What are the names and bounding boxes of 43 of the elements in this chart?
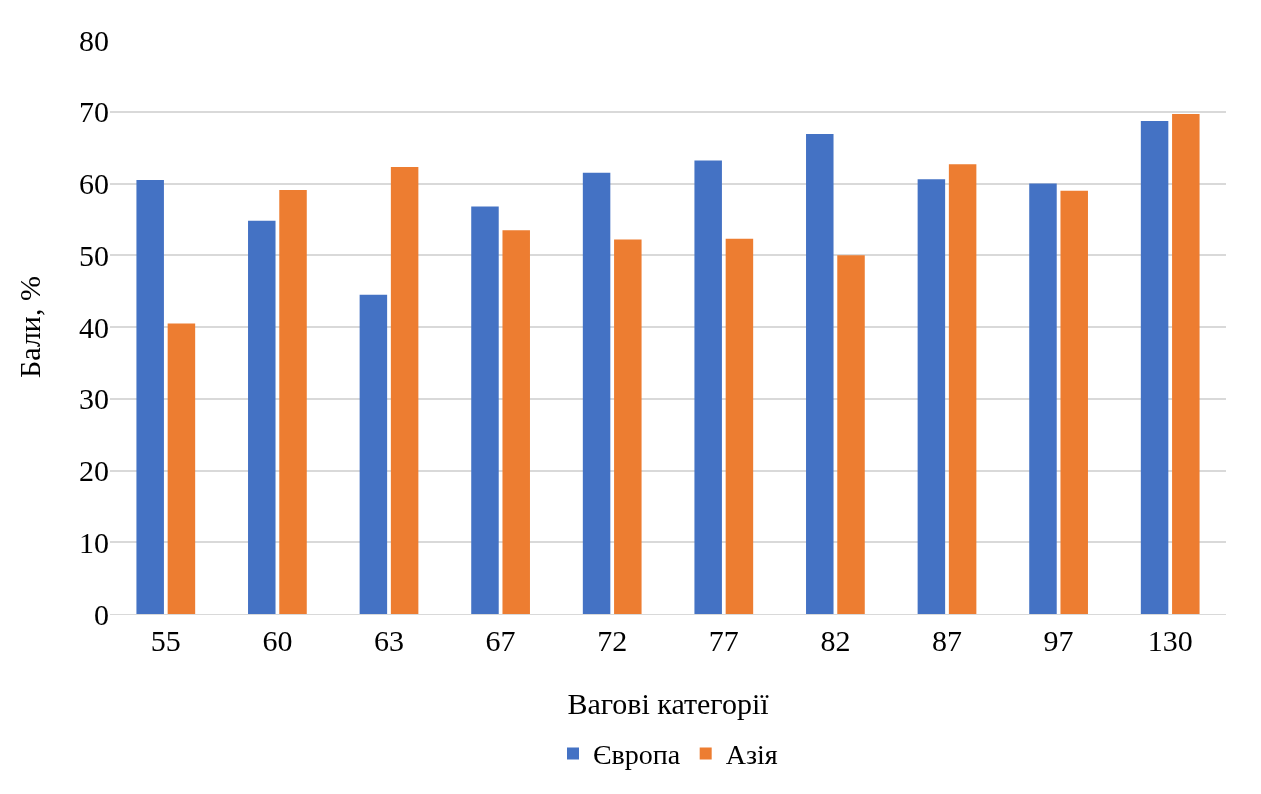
y-tick-label: 20 [79,454,109,487]
bar [917,179,946,614]
x-axis-title: Вагові категорії [567,687,770,720]
bar [279,189,307,614]
x-tick-label: 97 [1043,624,1074,657]
x-tick-label: 77 [708,624,739,657]
x-tick-label: 82 [820,624,851,657]
bar [471,206,499,614]
bar [1060,190,1088,614]
x-tick-label: 87 [932,624,962,657]
y-tick-label: 80 [79,23,109,57]
bar [136,179,164,614]
bar [390,167,419,614]
bar [248,220,276,614]
bar [806,133,834,614]
x-tick-label: 67 [485,624,516,657]
bar [694,160,722,614]
bar [502,230,530,614]
bar [167,323,196,614]
bar [837,255,865,614]
bar [614,239,642,614]
legend-label: Азія [725,739,778,771]
bar [725,238,754,614]
x-tick-label: 63 [374,624,404,657]
x-tick-label: 72 [597,624,628,657]
y-tick-label: 0 [94,597,109,631]
x-tick-label: 55 [150,624,181,657]
y-tick-label: 40 [79,310,109,344]
y-tick-label: 70 [79,95,109,129]
bar [359,294,388,614]
bar [1140,121,1169,614]
x-tick-label: 60 [262,624,293,657]
y-tick-label: 30 [79,382,109,416]
x-tick-label: 130 [1147,624,1193,657]
y-tick-label: 60 [79,167,109,200]
bar [1172,113,1200,614]
legend-label: Європа [593,739,681,771]
bar [948,164,977,614]
bar [582,172,611,614]
y-tick-label: 10 [79,525,109,559]
y-tick-label: 50 [79,238,109,272]
y-axis-title: Бали, % [13,276,46,378]
bar [1029,183,1057,614]
